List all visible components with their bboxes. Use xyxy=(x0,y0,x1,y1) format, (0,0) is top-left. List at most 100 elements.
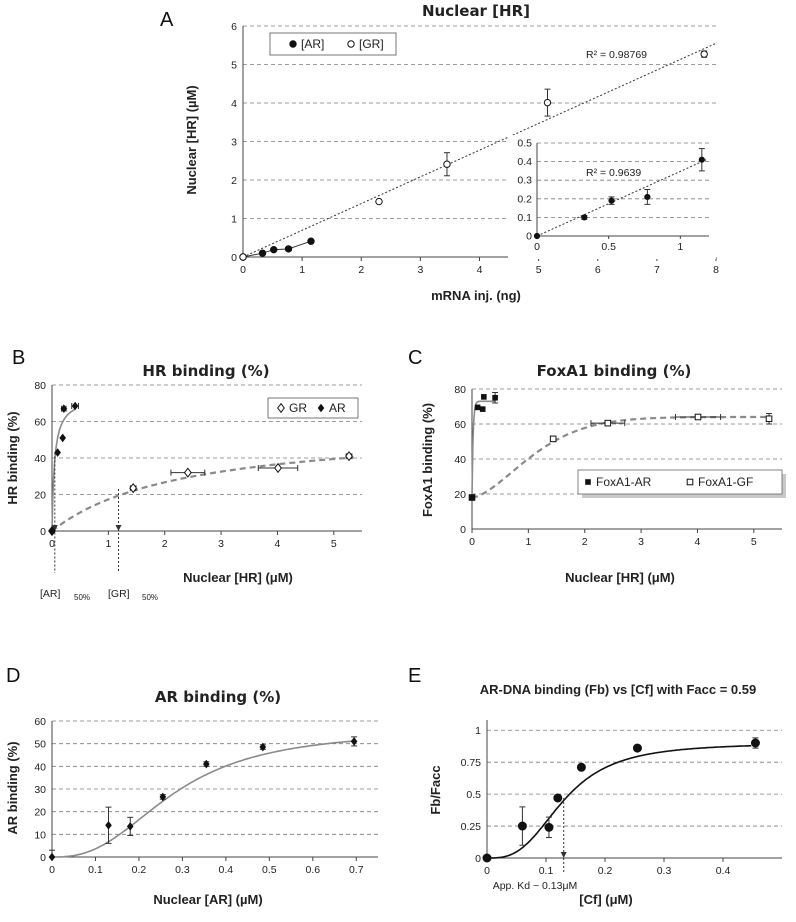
x-tick-label: 2 xyxy=(358,264,364,276)
y-tick-label: 20 xyxy=(454,489,466,501)
x-tick-label: 0 xyxy=(484,865,490,877)
y-tick-label: 60 xyxy=(454,419,466,431)
inset-x-tick-label: 0 xyxy=(534,241,540,253)
x-tick-label: 5 xyxy=(751,536,757,548)
data-point-ar xyxy=(203,759,210,769)
x-tick-label: 3 xyxy=(417,264,423,276)
legend-label-foxa1-ar: FoxA1-AR xyxy=(596,475,652,489)
chart-e: AR-DNA binding (Fb) vs [Cf] with Facc = … xyxy=(428,682,782,907)
y-tick-label: 0.25 xyxy=(461,821,482,833)
fit-curve-ar xyxy=(51,408,76,532)
legend-label-gr: GR xyxy=(289,401,307,415)
data-point-gr xyxy=(129,482,138,494)
legend-label-foxa1-gr: FoxA1-GF xyxy=(698,475,753,489)
annotation-ar50-sub: 50% xyxy=(74,593,90,602)
x-tick-label: 4 xyxy=(275,538,281,550)
data-point-foxa1-ar xyxy=(481,394,487,400)
legend-marker-ar xyxy=(289,40,297,48)
legend-box xyxy=(267,397,359,419)
x-tick-label: 1 xyxy=(105,538,111,550)
data-point-foxa1-gr xyxy=(549,435,557,443)
y-tick-label: 40 xyxy=(34,453,46,465)
x-tick-label: 1 xyxy=(525,536,531,548)
y-tick-label: 30 xyxy=(34,784,46,796)
inset-y-tick-label: 0.3 xyxy=(517,175,532,187)
y-tick-label: 3 xyxy=(231,137,237,149)
inset-data-point xyxy=(608,197,615,204)
y-tick-label: 80 xyxy=(34,380,46,392)
inset-y-tick-label: 0 xyxy=(526,231,532,243)
data-point-gr xyxy=(345,451,353,462)
r2-label: R² = 0.98769 xyxy=(586,49,647,61)
legend-label-ar: [AR] xyxy=(301,37,324,51)
x-tick-label: 0 xyxy=(240,264,246,276)
y-axis-label: Fb/Facc xyxy=(428,765,443,814)
legend-marker-foxa1-ar xyxy=(585,479,591,485)
y-tick-label: 40 xyxy=(34,761,46,773)
x-tick-label: 0.1 xyxy=(539,865,554,877)
legend-marker-gr xyxy=(277,402,285,414)
data-point-ar xyxy=(71,401,79,411)
data-point-ar xyxy=(482,853,492,863)
y-tick-label: 5 xyxy=(231,60,237,72)
y-tick-label: 0 xyxy=(231,252,237,264)
annotation-arrow-gr50 xyxy=(115,525,122,531)
x-tick-label: 7 xyxy=(654,264,660,276)
annotation-gr50: [GR] xyxy=(108,588,130,600)
x-tick-label: 0 xyxy=(49,538,55,550)
fit-curve-gr xyxy=(51,456,354,532)
panel-label-b: B xyxy=(12,347,25,369)
data-point-foxa1-ar xyxy=(469,494,475,501)
data-point-ar xyxy=(270,245,278,254)
data-point-foxa1-ar xyxy=(492,394,498,401)
y-tick-label: 40 xyxy=(454,454,466,466)
inset-data-point xyxy=(698,156,705,163)
y-axis-label: AR binding (%) xyxy=(5,741,20,834)
inset-r2-label: R² = 0.9639 xyxy=(586,167,641,179)
data-point-foxa1-ar xyxy=(479,406,486,412)
x-tick-label: 0.5 xyxy=(262,864,277,876)
y-tick-label: 60 xyxy=(34,417,46,429)
inset-x-tick-label: 0.5 xyxy=(601,241,616,253)
x-tick-label: 0.3 xyxy=(657,865,672,877)
y-tick-label: 20 xyxy=(34,807,46,819)
x-tick-label: 0.1 xyxy=(88,864,103,876)
y-tick-label: 50 xyxy=(34,739,46,751)
data-point-ar xyxy=(105,820,112,830)
chart-d: AR binding (%) 0 10 20 30 40 50 60 0 0.1 0.2 0.3 0.4… xyxy=(5,688,378,907)
chart-title: HR binding (%) xyxy=(142,362,269,380)
data-point-ar xyxy=(60,404,68,414)
data-point-gr xyxy=(239,253,247,261)
data-point-foxa1-gr xyxy=(604,419,612,427)
data-point-gr xyxy=(274,462,282,474)
trendline-gr xyxy=(242,42,717,258)
data-point-foxa1-ar xyxy=(474,404,481,411)
x-tick-label: 1 xyxy=(299,264,305,276)
data-point-gr xyxy=(183,467,192,478)
x-tick-label: 0.3 xyxy=(175,864,190,876)
y-tick-label: 0 xyxy=(40,852,46,864)
legend-marker-gr xyxy=(347,40,355,48)
data-point-gr xyxy=(543,98,552,107)
data-point-ar xyxy=(632,743,642,753)
y-tick-label: 0 xyxy=(475,853,481,865)
x-tick-label: 0.2 xyxy=(132,864,147,876)
data-point-ar xyxy=(576,762,586,772)
chart-b: HR binding (%) 0 20 40 60 80 0 1 2 3 4 5 Nuclear [HR… xyxy=(5,362,362,602)
chart-a: Nuclear [HR] 0 1 2 3 4 5 6 0 1 2 3 4 5 6 7 8 mRNA inj. (n… xyxy=(184,2,719,303)
panel-label-d: D xyxy=(6,665,20,687)
x-tick-label: 2 xyxy=(582,536,588,548)
fit-curve-ar xyxy=(52,740,355,858)
data-point-ar xyxy=(258,249,267,257)
chart-title: AR-DNA binding (Fb) vs [Cf] with Facc = … xyxy=(480,682,757,697)
inset-data-point xyxy=(581,214,588,221)
annotation-arrow-ar50 xyxy=(51,525,58,531)
chart-title: AR binding (%) xyxy=(155,688,281,706)
data-point-ar xyxy=(544,822,554,832)
panel-label-a: A xyxy=(160,9,174,31)
data-point-foxa1-gr xyxy=(694,413,702,421)
x-tick-label: 0.7 xyxy=(349,864,364,876)
y-tick-label: 0 xyxy=(460,524,466,536)
y-tick-label: 6 xyxy=(231,21,237,33)
